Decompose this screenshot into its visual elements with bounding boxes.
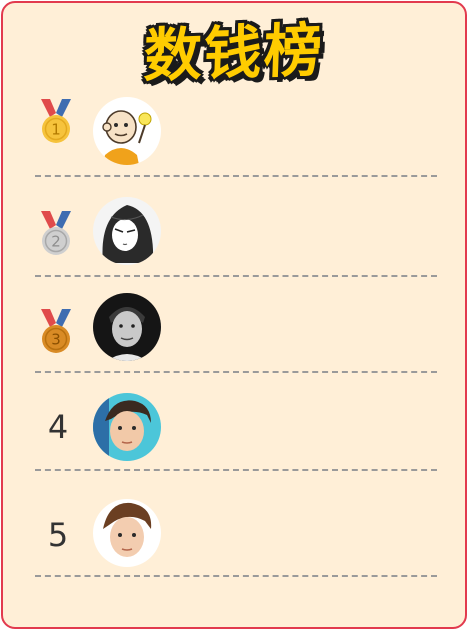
gold-medal-icon: 1	[41, 99, 71, 143]
avatar[interactable]	[93, 499, 161, 567]
divider	[35, 575, 437, 577]
young-man-portrait-avatar	[93, 393, 161, 461]
avatar[interactable]	[93, 393, 161, 461]
divider	[35, 175, 437, 177]
rank-number: 3	[51, 331, 61, 349]
ranking-row[interactable]: 3	[3, 293, 465, 369]
avatar[interactable]	[93, 97, 161, 165]
young-man-portrait-avatar	[93, 499, 161, 567]
title-banner: 数钱榜	[3, 5, 465, 91]
divider	[35, 275, 437, 277]
bronze-medal-icon: 3	[41, 309, 71, 353]
manga-girl-avatar	[93, 197, 161, 265]
page-title: 数钱榜	[142, 15, 325, 91]
avatar[interactable]	[93, 197, 161, 265]
rank-number: 2	[51, 233, 61, 251]
ranking-card: 数钱榜 1	[1, 1, 467, 629]
ranking-row[interactable]: 1	[3, 95, 465, 175]
ranking-row[interactable]: 4	[3, 391, 465, 467]
rank-number: 1	[51, 121, 61, 139]
rank-number: 4	[47, 408, 69, 446]
silver-medal-icon: 2	[41, 211, 71, 255]
man-portrait-bw-avatar	[93, 293, 161, 361]
rank-number: 5	[47, 516, 69, 554]
avatar[interactable]	[93, 293, 161, 361]
cartoon-bald-boy-avatar	[93, 97, 161, 165]
ranking-row[interactable]: 2	[3, 197, 465, 273]
divider	[35, 469, 437, 471]
divider	[35, 371, 437, 373]
ranking-row[interactable]: 5	[3, 497, 465, 573]
